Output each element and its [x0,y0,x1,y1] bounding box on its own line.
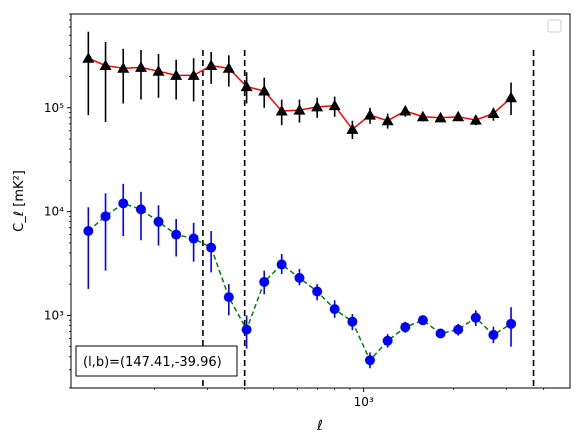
y-tick-label: 10³ [44,308,64,322]
x-tick-label: 10³ [354,395,374,409]
triangle-marker [452,110,465,122]
plot-background [71,14,570,388]
triangle-marker [170,69,183,80]
circle-marker [83,226,94,237]
triangle-marker [505,91,518,103]
x-axis-label: ℓ [316,418,323,434]
triangle-marker [240,80,253,92]
circle-marker [223,292,234,303]
triangle-marker [469,114,482,125]
triangle-marker [134,61,147,72]
markers [82,52,518,366]
circle-marker [241,324,252,335]
circle-marker [259,276,270,287]
triangle-marker [205,59,218,71]
y-axis-label-group: C_ℓ [mK²] [12,170,27,232]
circle-marker [188,233,199,244]
triangle-marker [487,107,500,119]
circle-marker [506,318,517,329]
circle-marker [276,259,287,270]
circle-marker [364,355,375,366]
triangle-marker [152,65,165,76]
circle-marker [206,242,217,253]
axis-ticks [67,13,545,392]
tick-labels: 10³ 10⁴ 10⁵ 10³ [44,101,374,409]
y-tick-label: 10⁵ [44,101,64,115]
plot-frame [70,13,571,389]
triangle-marker [311,100,324,112]
legend-box [547,19,562,33]
triangle-marker [258,85,271,96]
triangle-marker [346,123,359,134]
circle-marker [400,322,411,333]
circle-marker [470,312,481,323]
circle-marker [294,272,305,283]
triangle-marker [99,59,112,71]
triangle-marker [399,105,412,116]
triangle-marker [187,69,200,80]
circle-marker [100,211,111,222]
triangle-marker [117,62,130,73]
triangle-marker [293,104,306,115]
circle-marker [417,315,428,326]
circle-marker [453,324,464,335]
circle-marker [153,216,164,227]
y-axis-label: C_ℓ [mK²] [12,170,27,232]
circle-marker [488,329,499,340]
triangle-marker [416,110,429,122]
triangle-marker [363,109,376,120]
triangle-marker [381,114,394,126]
triangle-marker [328,99,341,111]
circle-marker [312,286,323,297]
triangle-marker [434,111,447,123]
annotation-box: (l,b)=(147.41,-39.96) [75,345,238,377]
annotation-text: (l,b)=(147.41,-39.96) [83,355,222,370]
circle-marker [435,328,446,339]
triangle-marker [222,62,235,73]
circle-marker [347,316,358,327]
triangle-marker [82,52,95,63]
circle-marker [135,204,146,215]
circle-marker [329,304,340,315]
circle-marker [382,335,393,346]
y-tick-label: 10⁴ [44,205,64,219]
triangle-marker [275,105,288,116]
annotation-frame [75,345,238,377]
circle-marker [118,198,129,209]
circle-marker [171,229,182,240]
